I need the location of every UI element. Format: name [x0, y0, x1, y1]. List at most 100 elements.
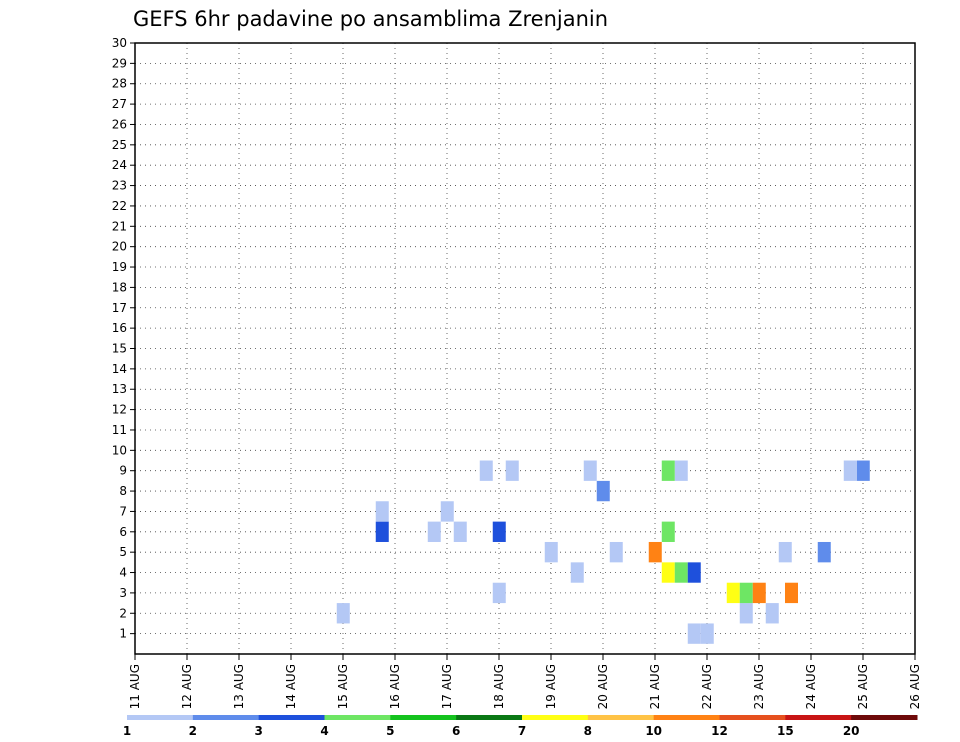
heatmap-cell	[674, 562, 688, 583]
heatmap-cell	[440, 501, 454, 522]
y-tick-label: 28	[112, 77, 127, 91]
heatmap-cell	[570, 562, 584, 583]
heatmap-cell	[687, 623, 701, 644]
colorbar-swatch	[522, 715, 589, 720]
colorbar-swatch	[390, 715, 457, 720]
heatmap-cell	[843, 460, 857, 481]
x-axis-ticks: 11 AUG 12 AUG 13 AUG 14 AUG 15 AUG 16 AUG 17 A…	[128, 654, 922, 709]
heatmap-cell	[336, 603, 350, 624]
grid	[135, 43, 915, 654]
colorbar-swatch	[785, 715, 852, 720]
heatmap-cell	[739, 582, 753, 604]
heatmap-cell	[726, 582, 740, 604]
heatmap-cell	[752, 582, 766, 604]
colorbar-tick-label: 20	[843, 724, 860, 738]
y-tick-label: 4	[119, 566, 127, 580]
y-tick-label: 13	[112, 382, 127, 396]
heatmap-cell	[765, 603, 779, 624]
heatmap-cell	[674, 460, 688, 481]
heatmap-cells	[336, 460, 870, 644]
x-tick-label: 13 AUG	[232, 664, 246, 709]
y-tick-label: 9	[119, 464, 127, 478]
heatmap-cell	[492, 582, 506, 604]
y-axis-ticks: 1234567891011121314151617181920212223242…	[112, 36, 135, 641]
y-tick-label: 22	[112, 199, 127, 213]
y-tick-label: 17	[112, 301, 127, 315]
heatmap-cell	[609, 541, 623, 563]
x-tick-label: 11 AUG	[128, 664, 142, 709]
x-tick-label: 26 AUG	[908, 664, 922, 709]
y-tick-label: 27	[112, 97, 127, 111]
y-tick-label: 6	[119, 525, 127, 539]
heatmap-cell	[648, 541, 662, 563]
heatmap-cell	[492, 521, 506, 542]
colorbar-swatch	[587, 715, 655, 720]
y-tick-label: 21	[112, 219, 127, 233]
y-tick-label: 7	[119, 504, 127, 518]
colorbar-tick-label: 4	[320, 724, 328, 738]
heatmap-cell	[375, 501, 389, 522]
heatmap-cell	[661, 460, 675, 481]
y-tick-label: 8	[119, 484, 127, 498]
colorbar-tick-label: 5	[386, 724, 394, 738]
heatmap-cell	[687, 562, 701, 583]
colorbar-tick-label: 15	[777, 724, 794, 738]
y-tick-label: 23	[112, 179, 127, 193]
colorbar-swatch	[324, 715, 391, 720]
heatmap-cell	[661, 562, 675, 583]
colorbar-tick-label: 12	[711, 724, 728, 738]
colorbar: 1 2 3 4 5 6 7 8 10 12 15 20	[123, 715, 918, 738]
colorbar-tick-label: 6	[452, 724, 460, 738]
x-tick-label: 14 AUG	[284, 664, 298, 709]
colorbar-tick-label: 10	[645, 724, 662, 738]
heatmap-cell	[544, 541, 558, 563]
y-tick-label: 3	[119, 586, 127, 600]
y-tick-label: 24	[112, 158, 127, 172]
heatmap-cell	[778, 541, 792, 563]
y-tick-label: 20	[112, 240, 127, 254]
x-tick-label: 23 AUG	[752, 664, 766, 709]
y-tick-label: 29	[112, 56, 127, 70]
x-tick-label: 17 AUG	[440, 664, 454, 709]
heatmap-cell	[453, 521, 467, 542]
colorbar-tick-label: 7	[518, 724, 526, 738]
y-tick-label: 25	[112, 138, 127, 152]
heatmap-cell	[596, 480, 610, 502]
heatmap-cell	[700, 623, 714, 644]
y-tick-label: 1	[119, 627, 127, 641]
y-tick-label: 30	[112, 36, 127, 50]
x-tick-label: 20 AUG	[596, 664, 610, 709]
y-tick-label: 5	[119, 545, 127, 559]
x-tick-label: 18 AUG	[492, 664, 506, 709]
colorbar-tick-label: 3	[254, 724, 262, 738]
colorbar-swatch	[719, 715, 786, 720]
x-tick-label: 16 AUG	[388, 664, 402, 709]
heatmap-cell	[479, 460, 493, 481]
y-tick-label: 18	[112, 280, 127, 294]
x-tick-label: 15 AUG	[336, 664, 350, 709]
colorbar-swatch	[653, 715, 720, 720]
y-tick-label: 14	[112, 362, 127, 376]
x-tick-label: 24 AUG	[804, 664, 818, 709]
heatmap-cell	[583, 460, 597, 481]
heatmap-cell	[739, 603, 753, 624]
x-tick-label: 19 AUG	[544, 664, 558, 709]
heatmap-cell	[661, 521, 675, 542]
colorbar-tick-label: 2	[189, 724, 197, 738]
heatmap-cell	[856, 460, 870, 481]
colorbar-swatch	[456, 715, 523, 720]
y-tick-label: 11	[112, 423, 127, 437]
y-tick-label: 16	[112, 321, 127, 335]
y-tick-label: 10	[112, 443, 127, 457]
colorbar-swatch	[192, 715, 260, 720]
chart-title: GEFS 6hr padavine po ansamblima Zrenjani…	[133, 7, 608, 31]
y-tick-label: 19	[112, 260, 127, 274]
y-tick-label: 15	[112, 342, 127, 356]
heatmap-cell	[427, 521, 441, 542]
colorbar-swatch	[127, 715, 194, 720]
x-tick-label: 25 AUG	[856, 664, 870, 709]
heatmap-cell	[817, 541, 831, 563]
y-tick-label: 26	[112, 117, 127, 131]
heatmap-cell	[785, 582, 798, 604]
